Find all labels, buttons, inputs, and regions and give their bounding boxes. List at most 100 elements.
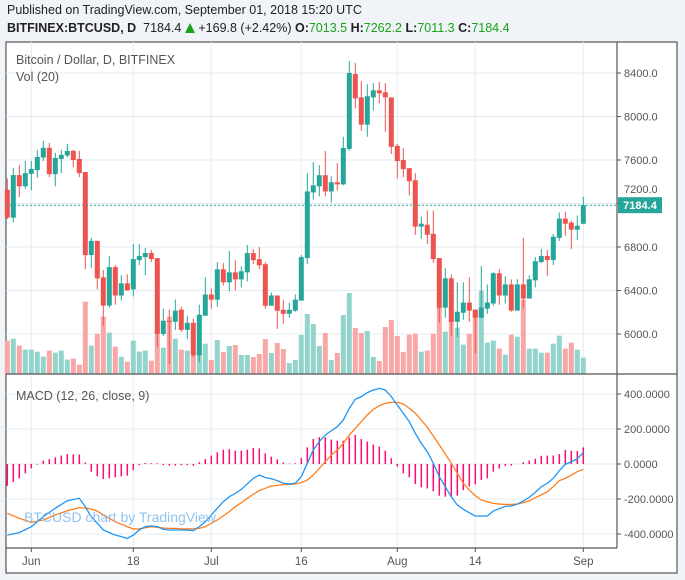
candle-body [64, 150, 70, 156]
chart-frame [5, 41, 678, 574]
volume-bar [328, 360, 334, 374]
candle-body [370, 90, 376, 98]
volume-bar [256, 354, 262, 374]
candle-body [514, 284, 520, 311]
signal-line [7, 401, 584, 530]
volume-bar [430, 333, 436, 374]
candle-body [382, 92, 388, 98]
x-axis-label: Jul [204, 556, 219, 568]
macd-axis-label: -400.0000 [624, 529, 674, 541]
volume-bar [526, 348, 532, 374]
volume-bar [340, 315, 346, 374]
candle-body [76, 158, 82, 174]
published-line: Published on TradingView.com, September … [7, 3, 362, 17]
candle-body [250, 253, 256, 261]
candle-body [214, 269, 220, 300]
candle-body [70, 150, 76, 160]
volume-bar [16, 345, 22, 374]
volume-bar [502, 354, 508, 374]
volume-bar [364, 331, 370, 374]
volume-bar [178, 349, 184, 374]
volume-legend[interactable]: Vol (20) [16, 70, 60, 84]
price-axis-label: 6400.0 [624, 286, 658, 298]
volume-bar [358, 333, 364, 374]
candle-body [232, 272, 238, 280]
price-axis-label: 7600.0 [624, 155, 658, 167]
candle-body [556, 218, 562, 238]
volume-bar [112, 346, 118, 374]
volume-bar [46, 350, 52, 374]
candle-body [118, 283, 124, 296]
volume-bar [28, 349, 34, 374]
volume-bar [274, 343, 280, 374]
candle-body [94, 240, 100, 279]
candle-body [448, 278, 454, 322]
volume-bar [436, 306, 442, 374]
volume-bar [190, 351, 196, 374]
candle-body [28, 169, 34, 174]
symbol-label[interactable]: BITFINEX:BTCUSD, D [7, 21, 137, 35]
candle-body [484, 302, 490, 309]
volume-bar [280, 349, 286, 374]
candle-body [88, 240, 94, 256]
volume-bar [220, 352, 226, 374]
candle-body [418, 223, 424, 227]
volume-bar [484, 342, 490, 374]
candle-body [538, 256, 544, 263]
volume-bar [244, 355, 250, 374]
candle-body [40, 147, 46, 158]
candle-body [544, 256, 550, 261]
candle-body [16, 175, 22, 187]
candle-body [526, 279, 532, 299]
volume-bar [148, 360, 154, 374]
volume-bar [418, 351, 424, 374]
candle-body [496, 273, 502, 296]
candle-body [82, 172, 88, 256]
candle-body [400, 160, 406, 170]
volume-bar [94, 333, 100, 374]
candle-body [334, 182, 340, 185]
candle-body [430, 233, 436, 260]
price-axis-label: 6000.0 [624, 329, 658, 341]
price-axis-label: 8000.0 [624, 112, 658, 124]
volume-bar [64, 359, 70, 374]
candle-body [436, 258, 442, 308]
volume-bar [448, 319, 454, 374]
volume-bar [142, 350, 148, 374]
volume-bar [10, 338, 16, 374]
volume-bar [40, 356, 46, 374]
volume-bar [232, 345, 238, 374]
volume-bar [406, 334, 412, 374]
candle-body [244, 253, 250, 273]
triangle-up-icon [185, 23, 196, 33]
low-value: 7011.3 [417, 21, 455, 35]
macd-legend[interactable]: MACD (12, 26, close, 9) [16, 389, 150, 403]
candle-body [322, 175, 328, 192]
candle-body [328, 182, 334, 192]
candle-body [10, 175, 16, 218]
volume-bar [574, 349, 580, 374]
candle-body [472, 309, 478, 318]
volume-bar [544, 352, 550, 374]
x-axis-label: 14 [469, 556, 482, 568]
volume-bar [442, 331, 448, 374]
volume-bar [400, 352, 406, 374]
volume-bar [286, 363, 292, 374]
series-legend-title[interactable]: Bitcoin / Dollar, D, BITFINEX [16, 53, 176, 67]
open-value: 7013.5 [308, 21, 348, 35]
candle-body [286, 309, 292, 314]
candle-body [256, 259, 262, 266]
axes: Jun 18 Jul 16 Aug 14 Sep 8400.0 8000.0 7600.0 7200… [6, 42, 677, 568]
macd-axis-label: 400.0000 [624, 389, 670, 401]
volume-bar [100, 316, 106, 374]
volume-bar [532, 348, 538, 374]
candle-body [58, 154, 64, 159]
volume-bar [214, 340, 220, 374]
volume-bar [130, 340, 136, 374]
x-axis-label: Aug [387, 556, 407, 568]
macd-axis-label: 200.0000 [624, 424, 670, 436]
candle-body [202, 294, 208, 316]
candle-body [226, 272, 232, 283]
volume-bar [382, 327, 388, 374]
